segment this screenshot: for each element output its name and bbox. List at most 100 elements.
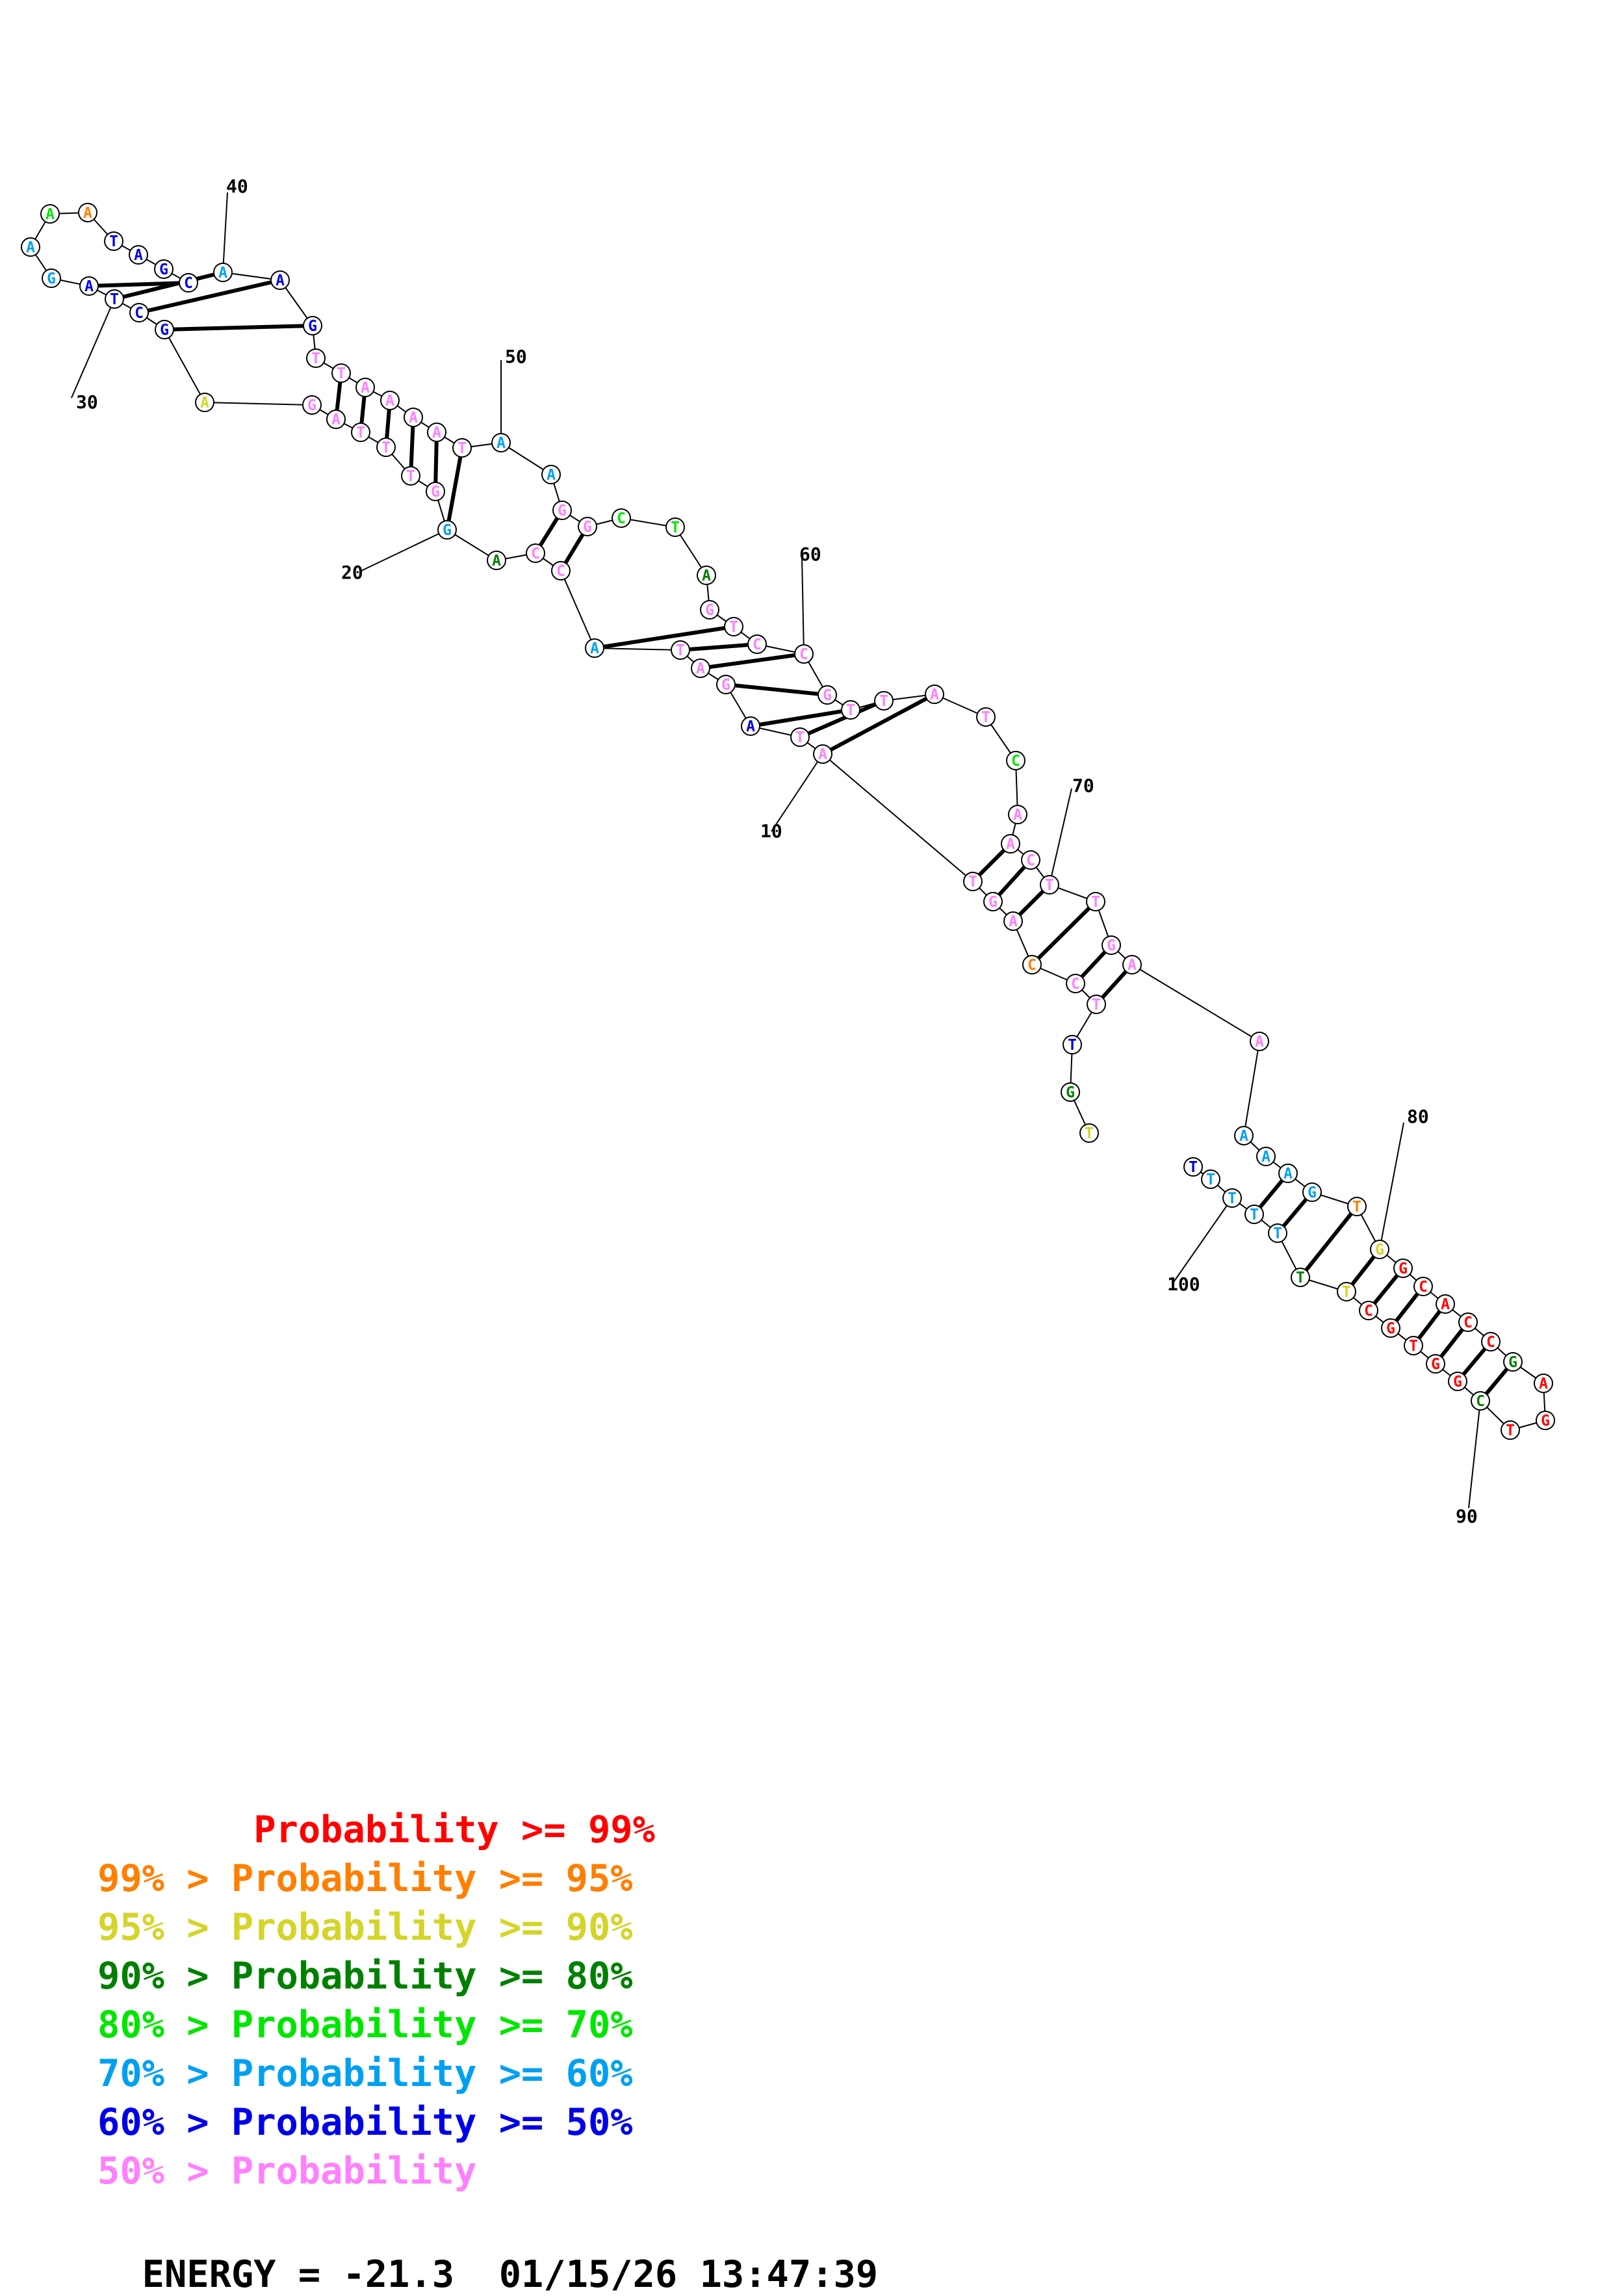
nucleotide: T	[790, 727, 810, 747]
nucleotide: T	[671, 640, 690, 660]
nucleotide: T	[401, 466, 420, 486]
nucleotide-circle	[1008, 805, 1027, 824]
nucleotide: C	[526, 543, 545, 563]
nucleotide-circle	[42, 268, 61, 288]
nucleotide-base-letter: T	[676, 642, 685, 659]
nucleotide: C	[747, 634, 767, 654]
nucleotide-base-letter: C	[1071, 976, 1080, 993]
nucleotide-base-letter: C	[1419, 1279, 1428, 1296]
base-pair-bond	[821, 692, 936, 756]
nucleotide-circle	[1393, 1259, 1413, 1278]
nucleotide-base-letter: T	[879, 693, 888, 710]
nucleotide: T	[1086, 892, 1105, 911]
nucleotide: T	[306, 348, 326, 368]
nucleotide-base-letter: G	[160, 322, 169, 339]
nucleotide-circle	[426, 482, 445, 501]
nucleotide-base-letter: T	[1092, 997, 1101, 1013]
nucleotide-base-letter: T	[1296, 1270, 1305, 1286]
backbone-segment	[500, 442, 552, 475]
nucleotide: G	[303, 316, 322, 335]
nucleotide-circle	[452, 438, 472, 458]
nucleotide-circle	[1122, 955, 1142, 974]
nucleotide-base-letter: A	[1255, 1034, 1264, 1050]
nucleotide-circle	[380, 391, 400, 410]
position-number-label: 80	[1407, 1106, 1429, 1127]
nucleotide-base-letter: G	[1375, 1242, 1384, 1259]
nucleotide-circle	[1250, 1032, 1269, 1051]
nucleotide: C	[1359, 1301, 1378, 1320]
nucleotide: A	[1122, 955, 1142, 974]
energy-timestamp-text: ENERGY = -21.3 01/15/26 13:47:39	[142, 2253, 879, 2296]
nucleotide-circle	[104, 231, 123, 251]
nucleotide: C	[1021, 850, 1040, 870]
energy-footer: ENERGY = -21.3 01/15/26 13:47:39	[97, 2210, 878, 2296]
nucleotide-base-letter: A	[409, 410, 418, 426]
base-pair-bond	[1298, 1205, 1359, 1279]
nucleotide: T	[1337, 1282, 1356, 1301]
tick-layer: 10 20 30 40 50 60 70 80 90 100	[71, 176, 1481, 1527]
nucleotide-circle	[1022, 955, 1042, 974]
nucleotide-circle	[427, 423, 446, 442]
nucleotide-circle	[526, 543, 545, 563]
nucleotide: C	[1413, 1277, 1433, 1296]
nucleotide: A	[404, 408, 423, 427]
nucleotide-base-letter: A	[1261, 1149, 1270, 1166]
nucleotide-base-letter: G	[1431, 1356, 1440, 1373]
nucleotide-circle	[326, 410, 346, 429]
nucleotide-base-letter: T	[1085, 1125, 1094, 1142]
nucleotide-circle	[129, 303, 149, 322]
nucleotide-circle	[1183, 1157, 1203, 1177]
nucleotide: A	[427, 423, 446, 442]
nucleotide-circle	[1359, 1301, 1378, 1320]
nucleotide: T	[1040, 875, 1059, 894]
base-pair-bond	[750, 708, 851, 728]
position-number-label: 40	[226, 176, 248, 197]
backbone-segment	[594, 647, 681, 651]
nucleotide-base-letter: T	[1091, 894, 1100, 911]
nucleotide-base-letter: T	[968, 874, 977, 891]
nucleotide-circle	[724, 617, 743, 636]
nucleotide-circle	[1471, 1391, 1490, 1411]
nucleotide: G	[552, 501, 572, 520]
nucleotide-base-letter: G	[721, 677, 730, 694]
nucleotide-base-letter: A	[547, 467, 556, 484]
nucleotide-base-letter: A	[818, 746, 827, 763]
nucleotide-circle	[874, 691, 894, 711]
nucleotide: T	[874, 691, 894, 711]
position-number-label: 70	[1072, 775, 1094, 796]
nucleotide-circle	[578, 517, 597, 536]
probability-legend: Probability >= 99% 99% > Probability >= 9…	[97, 1806, 655, 2196]
nucleotide: A	[741, 716, 760, 736]
nucleotide: C	[551, 561, 571, 581]
nucleotide-circle	[1413, 1277, 1433, 1296]
backbone-layer	[30, 212, 1546, 1431]
nucleotide-circle	[404, 408, 423, 427]
position-tick-line	[1172, 1197, 1233, 1285]
nucleotide-circle	[79, 276, 99, 296]
base-pair-layer	[88, 270, 1515, 1402]
nucleotide-circle	[179, 273, 198, 293]
nucleotide-circle	[1006, 751, 1025, 770]
legend-entry: 60% > Probability >= 50%	[97, 2101, 633, 2144]
nucleotide-circle	[155, 320, 174, 339]
nucleotide: A	[129, 245, 148, 265]
nucleotide-base-letter: A	[746, 718, 755, 735]
nucleotide: T	[1087, 995, 1106, 1014]
base-pair-bond	[409, 417, 415, 476]
backbone-segment	[1243, 1041, 1260, 1136]
backbone-segment	[164, 329, 205, 403]
nucleotide: T	[1183, 1157, 1203, 1177]
nucleotide: G	[154, 259, 174, 279]
nucleotide-circle	[1381, 1318, 1400, 1338]
nucleotide-circle	[1534, 1374, 1553, 1393]
nucleotide: A	[1008, 805, 1027, 824]
nucleotide-circle	[747, 634, 767, 654]
position-tick-line	[222, 192, 228, 273]
nucleotide-circle	[351, 423, 370, 442]
nucleotide-base-letter: G	[823, 687, 832, 704]
nucleotide-circle	[716, 675, 736, 694]
nucleotide: A	[925, 685, 944, 704]
nucleotide: C	[1066, 974, 1085, 993]
nucleotide: G	[155, 320, 174, 339]
nucleotide-base-letter: A	[331, 411, 341, 428]
